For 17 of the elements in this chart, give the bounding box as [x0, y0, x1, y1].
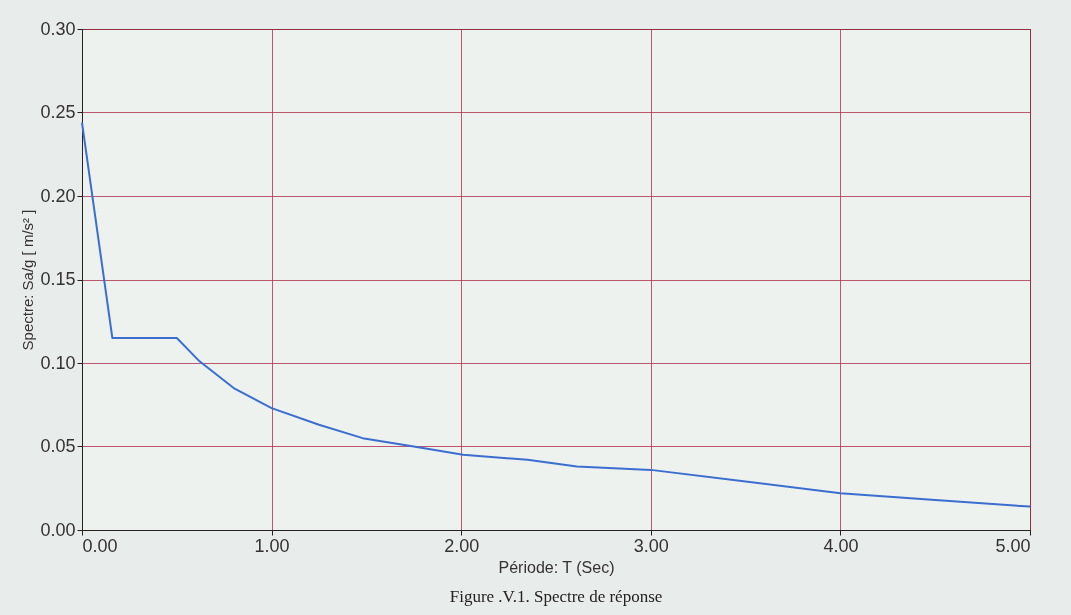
- x-tick-label: 3.00: [633, 535, 669, 556]
- x-axis-title: Période: T (Sec): [498, 558, 615, 576]
- x-tick-label: 1.00: [254, 535, 290, 556]
- x-tick-label: 2.00: [444, 535, 480, 556]
- y-tick-label: 0.25: [40, 102, 76, 122]
- y-tick-label: 0.00: [40, 519, 76, 540]
- y-tick-label: 0.30: [40, 18, 76, 39]
- y-tick-label: 0.10: [40, 352, 76, 373]
- line-series: [81, 121, 1031, 508]
- y-axis-title: Spectre: Sa/g [ m/s² ]: [19, 209, 37, 351]
- y-tick-label: 0.20: [40, 185, 76, 206]
- y-tick-label: 0.15: [40, 269, 76, 289]
- text: Figure .V.1. Spectre de réponse: [449, 587, 663, 606]
- y-tick-label: 0.05: [40, 436, 76, 456]
- x-tick-label: 5.00: [995, 535, 1031, 556]
- x-tick-label: 4.00: [823, 535, 859, 556]
- x-tick-label: 0.00: [82, 535, 118, 556]
